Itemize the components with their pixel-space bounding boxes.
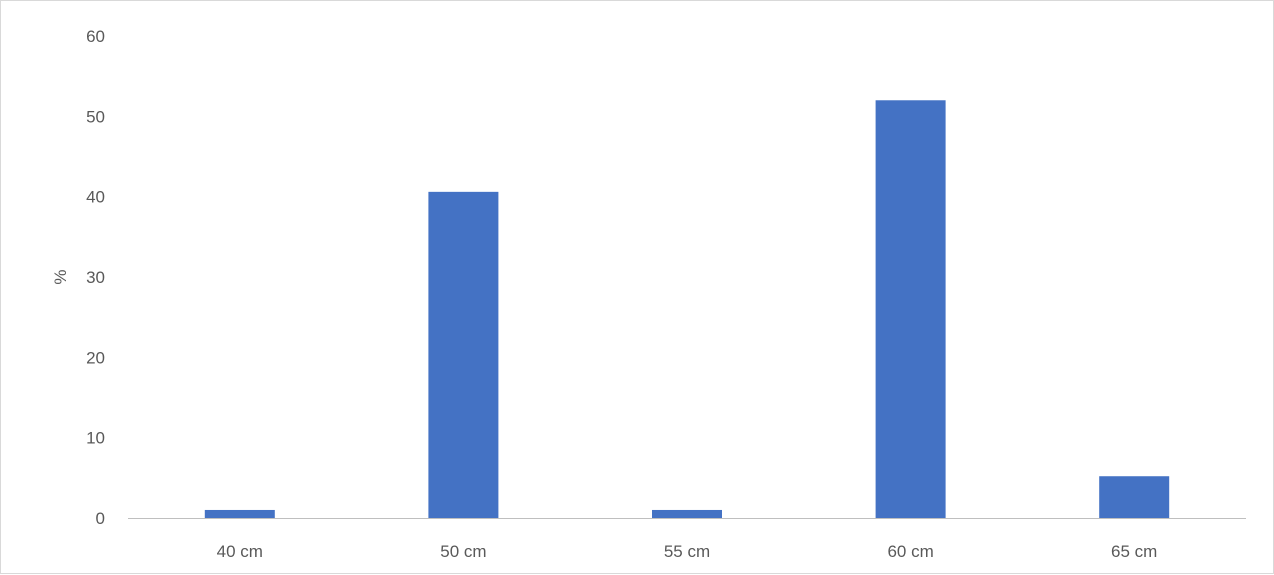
y-tick-label: 20 — [86, 348, 105, 367]
x-tick-label: 50 cm — [440, 542, 486, 561]
bar — [428, 191, 499, 518]
x-axis-ticks: 40 cm 50 cm 55 cm 60 cm 65 cm — [217, 542, 1158, 561]
bar — [875, 100, 946, 519]
bars — [204, 100, 1170, 519]
y-tick-label: 10 — [86, 429, 105, 448]
x-tick-label: 65 cm — [1111, 542, 1157, 561]
x-tick-label: 40 cm — [217, 542, 263, 561]
x-tick-label: 60 cm — [887, 542, 933, 561]
y-axis-title: % — [51, 269, 70, 284]
bar — [652, 509, 722, 518]
y-tick-label: 30 — [86, 268, 105, 287]
y-tick-label: 40 — [86, 188, 105, 207]
y-axis-ticks: 0 10 20 30 40 50 60 — [86, 27, 105, 528]
bar — [204, 509, 275, 518]
bar — [1099, 476, 1170, 518]
y-tick-label: 50 — [86, 107, 105, 126]
y-tick-label: 60 — [86, 27, 105, 46]
x-tick-label: 55 cm — [664, 542, 710, 561]
y-tick-label: 0 — [96, 509, 105, 528]
